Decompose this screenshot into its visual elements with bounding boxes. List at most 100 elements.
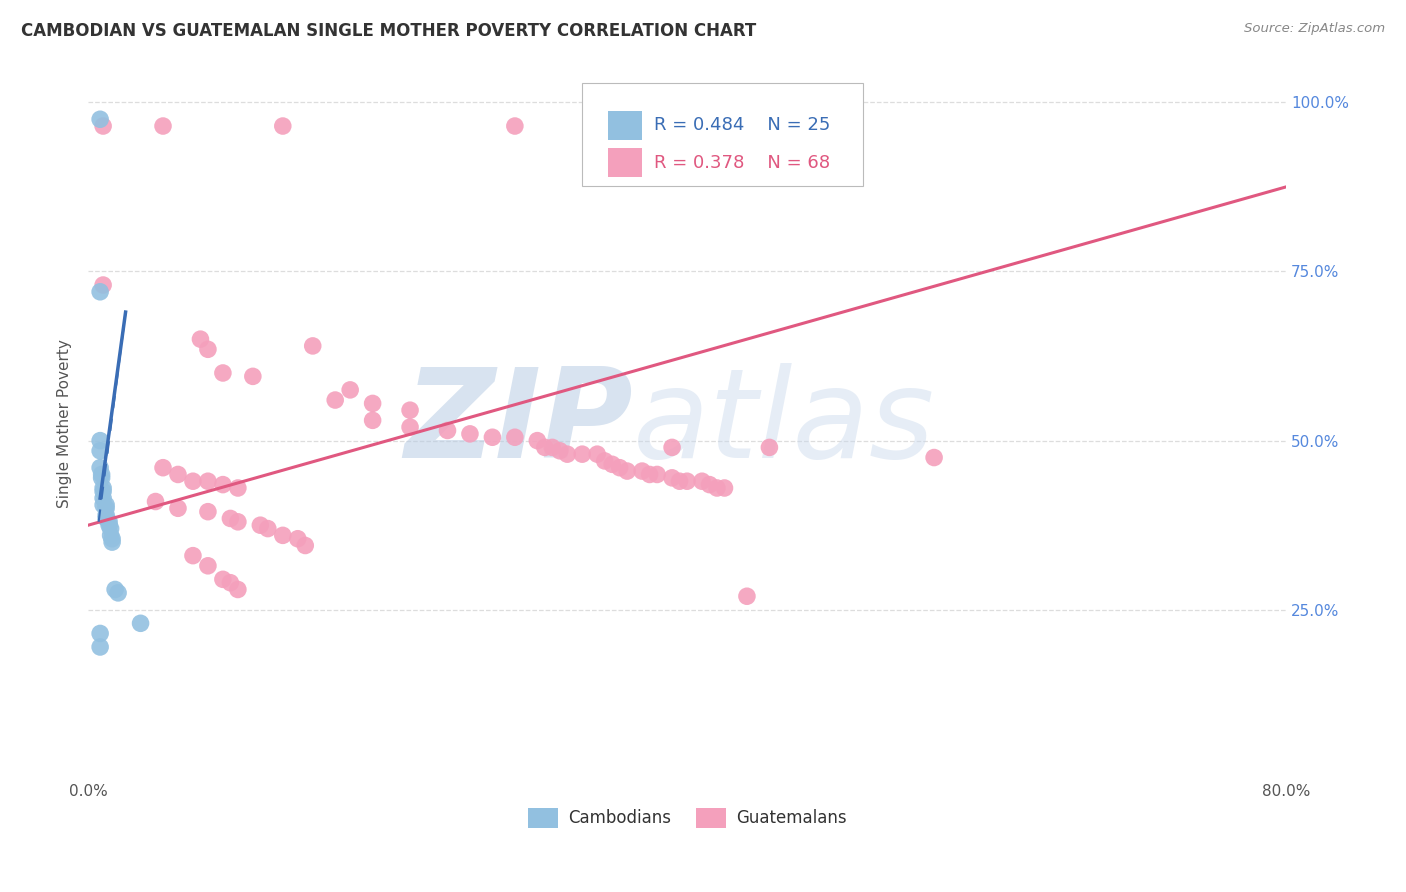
- Point: [271, 528, 294, 542]
- Point: [645, 119, 668, 133]
- Text: atlas: atlas: [633, 363, 935, 484]
- Point: [219, 511, 242, 525]
- Point: [600, 458, 623, 472]
- Point: [89, 434, 111, 448]
- Point: [226, 582, 249, 597]
- Point: [101, 535, 124, 549]
- Point: [586, 447, 609, 461]
- Text: Source: ZipAtlas.com: Source: ZipAtlas.com: [1244, 22, 1385, 36]
- Point: [98, 518, 121, 533]
- Point: [676, 474, 699, 488]
- Point: [89, 112, 111, 127]
- Text: R = 0.378    N = 68: R = 0.378 N = 68: [654, 153, 830, 171]
- Point: [91, 491, 114, 505]
- Point: [616, 464, 638, 478]
- Point: [212, 477, 235, 491]
- Point: [91, 278, 114, 293]
- Point: [526, 434, 548, 448]
- Point: [399, 420, 422, 434]
- Point: [706, 481, 728, 495]
- Point: [190, 332, 212, 346]
- Point: [922, 450, 945, 465]
- Point: [548, 443, 571, 458]
- Point: [91, 498, 114, 512]
- Point: [242, 369, 264, 384]
- Point: [735, 589, 758, 603]
- Point: [181, 474, 204, 488]
- Point: [90, 471, 112, 485]
- Point: [758, 441, 780, 455]
- Point: [100, 528, 122, 542]
- Point: [212, 366, 235, 380]
- Legend: Cambodians, Guatemalans: Cambodians, Guatemalans: [522, 801, 853, 835]
- Point: [593, 454, 616, 468]
- Bar: [607, 148, 641, 177]
- Point: [796, 119, 818, 133]
- Point: [91, 119, 114, 133]
- Point: [91, 481, 114, 495]
- Bar: [607, 112, 641, 139]
- Point: [94, 511, 117, 525]
- Point: [661, 441, 683, 455]
- Point: [249, 518, 271, 533]
- Text: ZIP: ZIP: [405, 363, 633, 484]
- Point: [458, 426, 481, 441]
- Point: [89, 640, 111, 654]
- Point: [181, 549, 204, 563]
- Point: [94, 498, 117, 512]
- Point: [399, 403, 422, 417]
- Point: [101, 532, 124, 546]
- Point: [197, 558, 219, 573]
- Point: [219, 575, 242, 590]
- Point: [91, 484, 114, 499]
- Point: [94, 508, 117, 522]
- Point: [503, 430, 526, 444]
- Point: [89, 460, 111, 475]
- Point: [713, 481, 735, 495]
- Point: [167, 467, 190, 482]
- FancyBboxPatch shape: [582, 83, 863, 186]
- Point: [129, 616, 152, 631]
- Point: [197, 474, 219, 488]
- Text: R = 0.484    N = 25: R = 0.484 N = 25: [654, 116, 830, 135]
- Point: [107, 586, 129, 600]
- Point: [226, 481, 249, 495]
- Point: [481, 430, 503, 444]
- Y-axis label: Single Mother Poverty: Single Mother Poverty: [58, 339, 72, 508]
- Point: [145, 494, 167, 508]
- Point: [287, 532, 309, 546]
- Point: [638, 467, 661, 482]
- Point: [541, 441, 564, 455]
- Point: [436, 424, 458, 438]
- Point: [167, 501, 190, 516]
- Point: [294, 539, 316, 553]
- Point: [571, 447, 593, 461]
- Point: [89, 443, 111, 458]
- Point: [256, 522, 278, 536]
- Point: [339, 383, 361, 397]
- Point: [301, 339, 323, 353]
- Point: [94, 501, 117, 516]
- Point: [361, 396, 384, 410]
- Point: [555, 447, 578, 461]
- Point: [271, 119, 294, 133]
- Point: [152, 460, 174, 475]
- Point: [212, 572, 235, 586]
- Point: [197, 343, 219, 357]
- Point: [503, 119, 526, 133]
- Point: [631, 464, 654, 478]
- Point: [661, 471, 683, 485]
- Point: [609, 460, 631, 475]
- Point: [323, 392, 346, 407]
- Point: [668, 474, 690, 488]
- Text: CAMBODIAN VS GUATEMALAN SINGLE MOTHER POVERTY CORRELATION CHART: CAMBODIAN VS GUATEMALAN SINGLE MOTHER PO…: [21, 22, 756, 40]
- Point: [104, 582, 127, 597]
- Point: [98, 515, 121, 529]
- Point: [152, 119, 174, 133]
- Point: [361, 413, 384, 427]
- Point: [89, 285, 111, 299]
- Point: [90, 467, 112, 482]
- Point: [699, 477, 721, 491]
- Point: [645, 467, 668, 482]
- Point: [226, 515, 249, 529]
